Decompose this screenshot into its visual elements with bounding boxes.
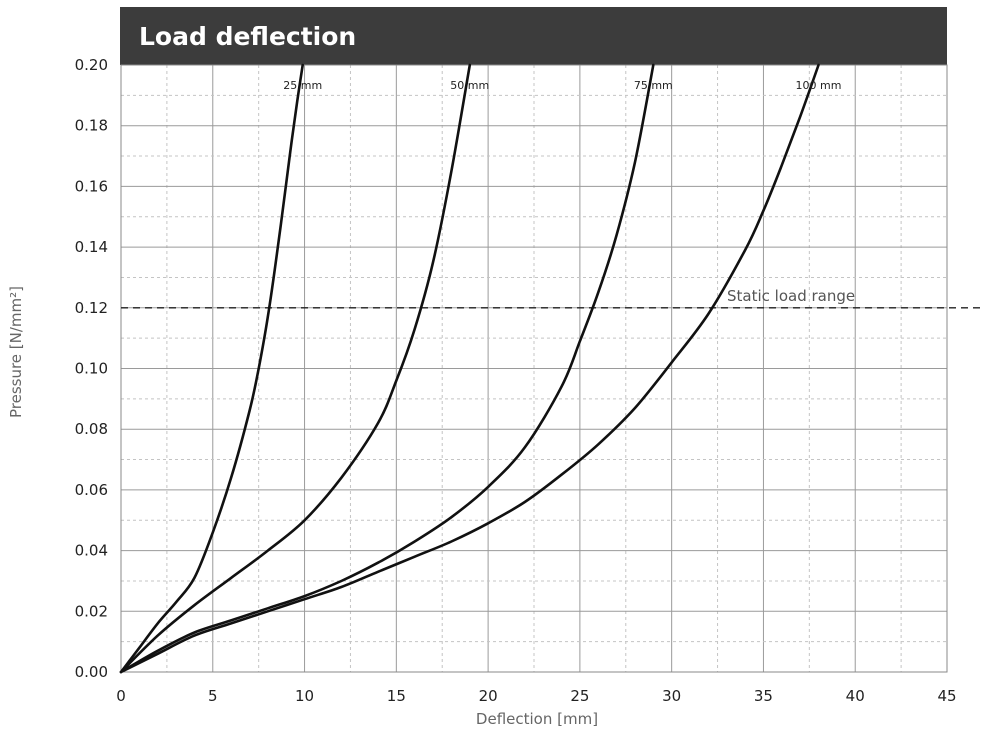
series-label-1: 25 mm <box>283 79 322 92</box>
series-label-3: 75 mm <box>634 79 673 92</box>
y-tick-label: 0.02 <box>75 602 108 620</box>
x-tick-label: 40 <box>846 687 865 705</box>
x-tick-label: 5 <box>208 687 218 705</box>
series-label-4: 100 mm <box>796 79 842 92</box>
x-tick-label: 30 <box>662 687 681 705</box>
series-line-4 <box>119 63 820 674</box>
y-tick-label: 0.06 <box>75 481 108 499</box>
x-tick-label: 10 <box>295 687 314 705</box>
plot-frame <box>120 64 948 673</box>
grid <box>120 64 948 673</box>
chart-title: Load deflection <box>139 22 356 51</box>
y-tick-label: 0.14 <box>75 238 108 256</box>
y-tick-label: 0.04 <box>75 542 108 560</box>
series-line-2 <box>119 63 472 674</box>
title-bar <box>120 7 947 65</box>
reference-line-group: Static load range <box>121 287 985 309</box>
y-tick-label: 0.10 <box>75 360 108 378</box>
x-tick-label: 25 <box>570 687 589 705</box>
tick-labels: 0 5 10 15 20 25 30 35 40 45 0.00 0.02 0.04 0.06 0.08 0.… <box>75 56 957 705</box>
series-label-2: 50 mm <box>450 79 489 92</box>
y-tick-label: 0.00 <box>75 663 108 681</box>
x-tick-label: 0 <box>116 687 126 705</box>
y-tick-label: 0.18 <box>75 117 108 135</box>
static-load-label: Static load range <box>727 287 855 305</box>
x-tick-label: 35 <box>754 687 773 705</box>
y-tick-label: 0.12 <box>75 299 108 317</box>
series-line-1 <box>119 63 304 674</box>
x-tick-label: 45 <box>937 687 956 705</box>
y-axis-label: Pressure [N/mm²] <box>7 286 25 418</box>
y-tick-label: 0.08 <box>75 420 108 438</box>
x-axis-label: Deflection [mm] <box>476 710 598 728</box>
x-tick-label: 15 <box>387 687 406 705</box>
y-tick-label: 0.16 <box>75 177 108 195</box>
y-tick-label: 0.20 <box>75 56 108 74</box>
x-tick-label: 20 <box>479 687 498 705</box>
series-group: 25 mm 50 mm 75 mm 100 mm <box>119 63 842 674</box>
series-line-3 <box>119 63 655 674</box>
